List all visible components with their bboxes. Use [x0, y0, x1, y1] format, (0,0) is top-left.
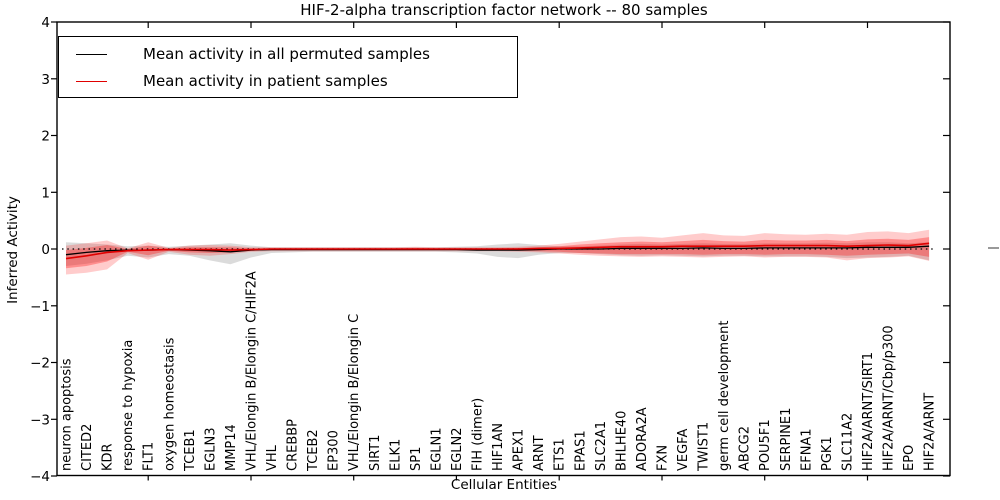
x-tick-label: TWIST1 [697, 422, 712, 472]
y-tick-label: −1 [30, 299, 50, 315]
y-tick-label: 0 [41, 242, 50, 258]
x-tick-label: SLC11A2 [840, 413, 855, 471]
x-tick-label: POU5F1 [758, 419, 773, 471]
x-tick-label: EPO [902, 445, 917, 471]
zero-line [62, 247, 999, 250]
y-tick-label: 4 [41, 15, 50, 31]
x-tick-label: ELK1 [388, 439, 403, 471]
y-tick-label: −3 [30, 412, 50, 428]
x-tick-label: EGLN3 [203, 427, 218, 471]
x-tick-label: SLC2A1 [594, 421, 609, 471]
legend-item-permuted: Mean activity in all permuted samples [59, 43, 430, 65]
x-tick-label: CREBBP [286, 419, 301, 471]
x-tick-label: oxygen homeostasis [162, 337, 177, 471]
x-tick-label: VHL/Elongin B/Elongin C/HIF2A [245, 271, 260, 471]
x-tick-label: FIH (dimer) [471, 398, 486, 471]
legend-line-sample-patient [76, 80, 107, 82]
x-tick-label: neuron apoptosis [60, 358, 75, 471]
x-tick-label: VHL/Elongin B/Elongin C [347, 314, 362, 471]
x-tick-label: KDR [101, 443, 116, 471]
x-tick-label: ABCG2 [738, 426, 753, 471]
series-lines [65, 242, 930, 260]
legend-label-permuted: Mean activity in all permuted samples [143, 45, 430, 63]
patient-samples-range-outer [66, 229, 930, 275]
x-tick-label: FXN [656, 445, 671, 471]
x-tick-label: FLT1 [142, 442, 157, 471]
x-tick-label: germ cell development [717, 321, 732, 471]
y-tick-label: 1 [41, 185, 50, 201]
y-tick-label: −4 [30, 469, 50, 485]
y-tick-label: 2 [41, 129, 50, 145]
x-tick-label: EGLN2 [450, 427, 465, 471]
x-tick-label: CITED2 [80, 424, 95, 471]
x-tick-label: HIF2A/ARNT/SIRT1 [861, 352, 876, 471]
x-tick-label: PGK1 [820, 436, 835, 471]
x-tick-label: ETS1 [553, 438, 568, 471]
x-tick-label: MMP14 [224, 424, 239, 471]
x-tick-label: response to hypoxia [121, 340, 136, 471]
x-tick-label: TCEB1 [183, 429, 198, 472]
x-tick-label: EP300 [327, 430, 342, 471]
x-tick-label: VHL [265, 444, 280, 471]
legend: Mean activity in all permuted samples Me… [58, 36, 518, 98]
x-tick-label: HIF2A/ARNT/Cbp/p300 [882, 325, 897, 471]
x-axis-label: Cellular Entities [450, 477, 558, 493]
x-tick-label: SIRT1 [368, 435, 383, 471]
x-tick-label: HIF2A/ARNT [923, 393, 938, 471]
legend-line-sample-permuted [76, 53, 107, 55]
x-tick-label: EPAS1 [573, 430, 588, 471]
legend-item-patient: Mean activity in patient samples [59, 70, 388, 92]
x-tick-labels: neuron apoptosis CITED2 KDR response to hyp… [60, 271, 938, 472]
x-tick-label: TCEB2 [306, 429, 321, 472]
y-tick-label: 3 [41, 72, 50, 88]
y-tick-label: −2 [30, 356, 50, 372]
x-tick-label: SP1 [409, 447, 424, 471]
x-tick-label: VEGFA [676, 429, 691, 471]
series-line-patient [65, 242, 930, 260]
x-tick-label: HIF1AN [491, 423, 506, 471]
x-tick-label: APEX1 [512, 429, 527, 471]
patient-samples-range-inner [66, 237, 930, 269]
chart-title: HIF-2-alpha transcription factor network… [300, 1, 708, 19]
y-tick-labels: 4 3 2 1 0 −1 −2 −3 −4 [30, 15, 50, 485]
x-tick-label: BHLHE40 [614, 411, 629, 471]
confidence-bands [66, 229, 930, 275]
x-tick-label: EFNA1 [799, 428, 814, 471]
axis-ticks [51, 21, 950, 481]
x-tick-label: ADORA2A [635, 407, 650, 471]
series-line-permuted [65, 245, 930, 256]
legend-label-patient: Mean activity in patient samples [143, 72, 388, 90]
x-tick-label: EGLN1 [429, 427, 444, 471]
x-tick-label: SERPINE1 [779, 408, 794, 471]
x-tick-label: ARNT [532, 435, 547, 471]
